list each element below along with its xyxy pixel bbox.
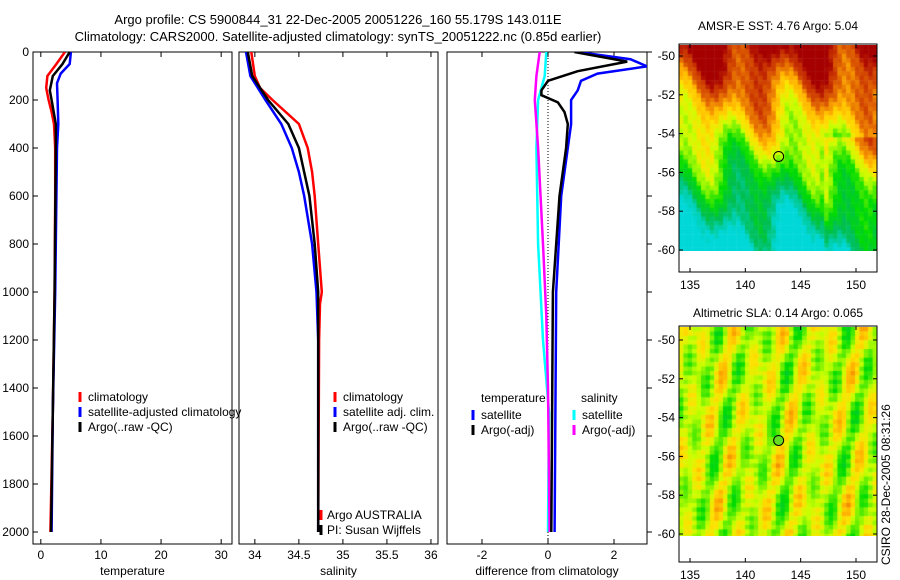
y-tick-label: -60: [658, 243, 676, 257]
plot-frame: [32, 51, 233, 545]
series-line-climatology: [250, 52, 324, 533]
map-title: Altimetric SLA: 0.14 Argo: 0.065: [693, 306, 863, 320]
x-tick-label: 135: [680, 568, 700, 580]
legend-label: satellite: [582, 408, 623, 422]
y-tick-label: -56: [658, 165, 676, 179]
sst-map-image: [679, 45, 877, 251]
title-line-2: Climatology: CARS2000. Satellite-adjuste…: [75, 29, 602, 44]
y-tick-label: -58: [658, 488, 676, 502]
y-tick-label: -50: [658, 49, 676, 63]
y-tick-label: -52: [658, 372, 676, 386]
x-tick-label: 135: [680, 278, 700, 292]
x-tick-label: 36: [424, 548, 438, 562]
map-title: AMSR-E SST: 4.76 Argo: 5.04: [698, 19, 858, 33]
legend-label: satellite-adjusted climatology: [88, 405, 241, 419]
x-tick-label: -2: [477, 548, 488, 562]
y-tick-label: 1600: [2, 429, 29, 443]
x-tick-label: 35: [336, 548, 350, 562]
y-tick-label: -52: [658, 88, 676, 102]
y-tick-label: 2000: [2, 525, 29, 539]
x-tick-label: 34: [248, 548, 262, 562]
x-tick-label: 140: [735, 568, 755, 580]
annotation-label: PI: Susan Wijffels: [327, 523, 421, 537]
y-tick-label: 800: [9, 237, 29, 251]
legend-header: temperature: [481, 391, 546, 405]
legend-label: Argo(..raw -QC): [88, 420, 173, 434]
y-tick-label: 1800: [2, 477, 29, 491]
series-line-salinity-argo-adj-: [533, 52, 551, 533]
legend-header: salinity: [581, 391, 618, 405]
annotation-label: Argo AUSTRALIA: [327, 508, 422, 522]
y-tick-label: -60: [658, 527, 676, 541]
x-axis-label: difference from climatology: [475, 564, 618, 578]
legend-label: satellite adj. clim.: [343, 405, 434, 419]
series-line-argo-raw-qc-: [246, 52, 320, 532]
series-line-salinity-satellite: [535, 52, 551, 533]
legend-label: Argo(-adj): [481, 423, 534, 437]
y-tick-label: 0: [22, 45, 29, 59]
title-line-1: Argo profile: CS 5900844_31 22-Dec-2005 …: [114, 12, 561, 27]
map-frame: [678, 43, 878, 273]
x-tick-label: 35.5: [375, 548, 399, 562]
x-axis-label: temperature: [100, 564, 165, 578]
legend: temperature salinitysatelliteArgo(-adj)sa…: [471, 391, 635, 437]
y-tick-label: 1400: [2, 381, 29, 395]
x-tick-label: 10: [94, 548, 108, 562]
y-tick-label: -54: [658, 411, 676, 425]
profile-panel-3: -2 0 2 difference from climatology temperatu…: [446, 51, 652, 578]
y-tick-label: 600: [9, 189, 29, 203]
x-tick-label: 140: [735, 278, 755, 292]
series-line-argo-raw-qc-: [48, 52, 71, 533]
footer-stamp: CSIRO 28-Dec-2005 08:31:26: [879, 404, 893, 565]
legend-label: climatology: [88, 390, 148, 404]
x-tick-label: 0: [37, 548, 44, 562]
x-tick-label: 34.5: [287, 548, 311, 562]
y-tick-label: 1000: [2, 285, 29, 299]
x-tick-label: 0: [545, 548, 552, 562]
profile-panel-2: 34 34.5 35 35.5 36 salinity climatologysatelli…: [238, 51, 439, 578]
x-tick-label: 20: [154, 548, 168, 562]
plot-frame: [446, 51, 648, 545]
argo-location-marker: [773, 150, 785, 162]
sla-map-panel: Altimetric SLA: 0.14 Argo: 0.065 135 140 14…: [658, 306, 878, 580]
y-tick-label: -58: [658, 204, 676, 218]
legend-label: Argo(-adj): [582, 423, 635, 437]
y-tick-label: 400: [9, 141, 29, 155]
y-tick-label: 200: [9, 93, 29, 107]
x-tick-label: 145: [791, 568, 811, 580]
x-tick-label: 150: [846, 278, 866, 292]
y-tick-label: -54: [658, 127, 676, 141]
sla-map-image: [679, 327, 877, 536]
x-tick-label: 2: [611, 548, 618, 562]
x-axis-label: salinity: [320, 564, 357, 578]
plot-frame: [238, 51, 439, 545]
argo-location-marker: [773, 434, 785, 446]
legend-label: climatology: [343, 390, 403, 404]
x-tick-label: 145: [791, 278, 811, 292]
sst-map-panel: AMSR-E SST: 4.76 Argo: 5.04 135 140 145 150 -…: [658, 19, 878, 292]
y-tick-label: 1200: [2, 333, 29, 347]
x-tick-label: 150: [846, 568, 866, 580]
legend-label: Argo(..raw -QC): [343, 420, 428, 434]
series-line-satellite-adj-clim-: [244, 52, 320, 532]
series-line-temperature-satellite: [553, 52, 647, 533]
series-line-temperature-argo-adj-: [540, 52, 628, 533]
y-tick-label: -50: [658, 333, 676, 347]
x-tick-label: 30: [214, 548, 228, 562]
y-tick-label: -56: [658, 449, 676, 463]
map-frame: [678, 325, 878, 563]
legend-label: satellite: [481, 408, 522, 422]
profile-panel-1: 0 10 20 30 temperature 0 200 400 600 800 1000 1200 1…: [2, 45, 241, 578]
